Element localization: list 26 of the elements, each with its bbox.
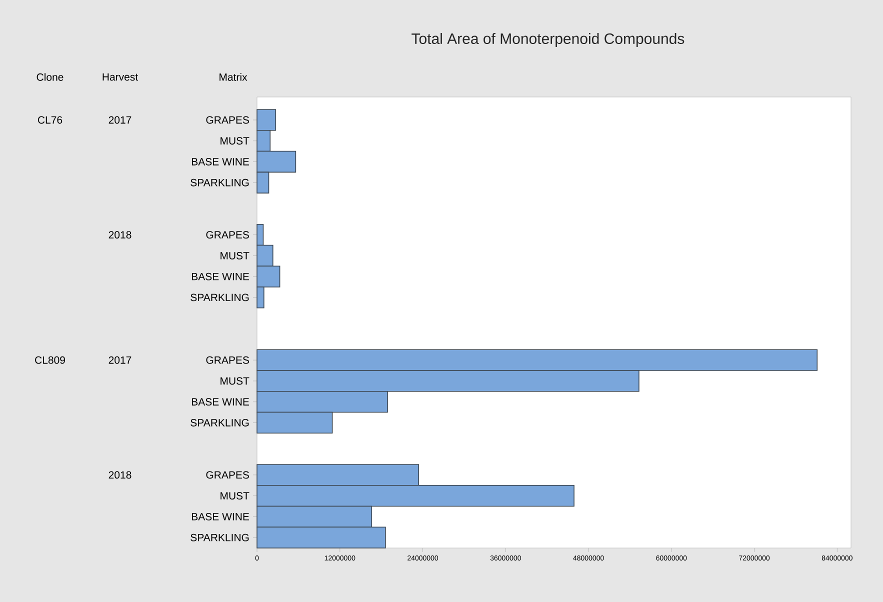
text: 2017 <box>108 356 132 364</box>
y-tick-label: SPARKLING <box>190 419 249 426</box>
y-tick-label: MUST <box>220 377 250 385</box>
text: 2018 <box>108 231 132 239</box>
y-tick-label: GRAPES <box>206 356 249 364</box>
y-tick-label: BASE WINE <box>192 272 249 280</box>
text: 2018 <box>108 471 132 479</box>
y-tick-label: GRAPES <box>206 231 249 239</box>
text: CL809 <box>35 356 65 364</box>
y-tick-label: MUST <box>220 252 250 260</box>
y-tick-label: SPARKLING <box>190 178 249 186</box>
y-tick-label: SPARKLING <box>190 294 249 302</box>
y-tick-label: BASE WINE <box>192 158 249 166</box>
y-tick-label: MUST <box>220 492 250 500</box>
y-tick-label: BASE WINE <box>192 512 249 520</box>
text: CL76 <box>38 116 62 124</box>
text: Harvest <box>102 73 138 81</box>
y-tick-label: GRAPES <box>206 116 249 124</box>
chart-title: Total Area of Monoterpenoid Compounds <box>412 33 684 47</box>
text: 2017 <box>108 116 132 124</box>
text: Matrix <box>220 73 248 81</box>
y-tick-label: GRAPES <box>206 471 249 479</box>
text: Clone <box>36 73 64 81</box>
y-tick-label: SPARKLING <box>190 534 249 542</box>
y-tick-label: MUST <box>220 137 250 145</box>
y-tick-label: BASE WINE <box>192 398 249 406</box>
